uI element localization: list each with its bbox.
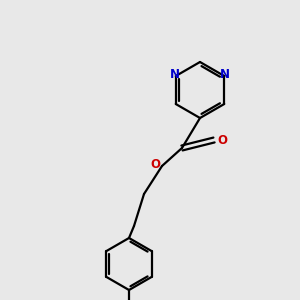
Text: N: N: [170, 68, 180, 82]
Text: O: O: [150, 158, 160, 170]
Text: N: N: [220, 68, 230, 82]
Text: O: O: [217, 134, 227, 146]
